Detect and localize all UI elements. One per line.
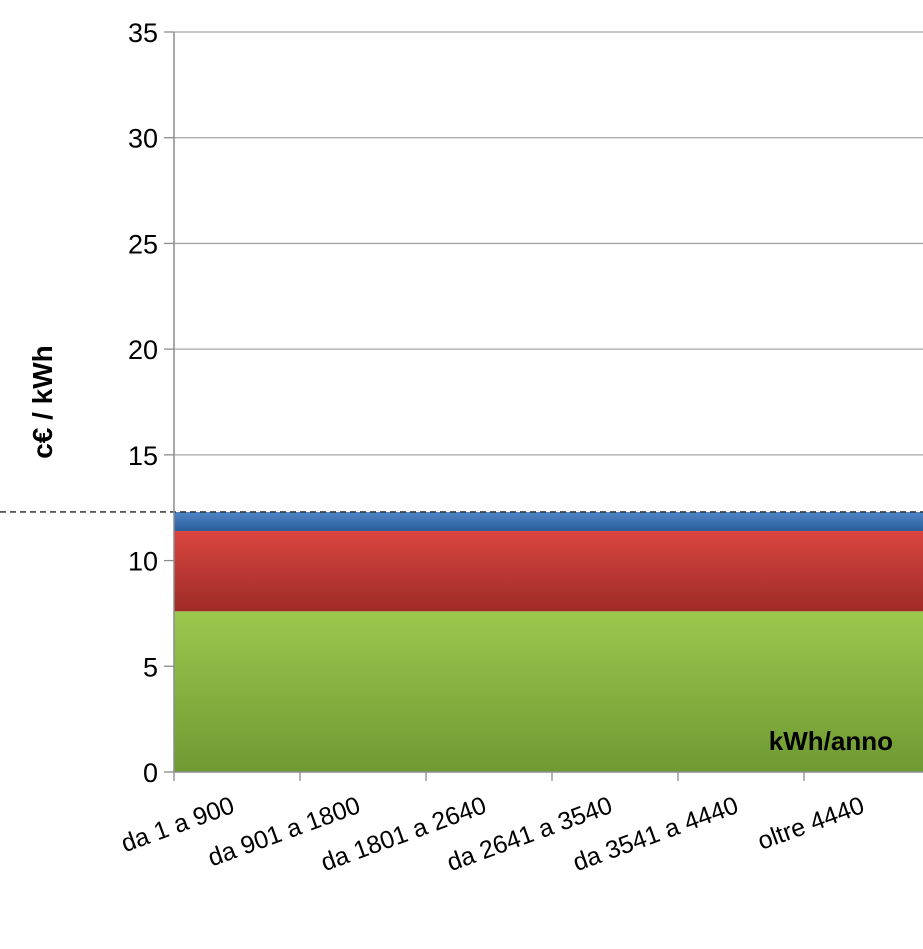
- area-series-3: [174, 511, 923, 531]
- unit-annotation: kWh/anno: [769, 726, 893, 756]
- area-series-1: [174, 611, 923, 772]
- y-axis-label: c€ / kWh: [27, 345, 58, 459]
- axes: [164, 31, 923, 781]
- y-tick-label: 30: [128, 124, 158, 154]
- y-tick-label: 20: [128, 335, 158, 365]
- area-series-2: [174, 530, 923, 612]
- y-tick-labels: 0 5 10 15 20 25 30 35: [128, 18, 158, 788]
- y-tick-label: 25: [128, 229, 158, 259]
- y-tick-label: 5: [143, 652, 158, 682]
- y-tick-label: 35: [128, 18, 158, 48]
- stacked-areas: [174, 511, 923, 772]
- y-tick-label: 10: [128, 547, 158, 577]
- x-tick-label: oltre 4440: [754, 791, 868, 855]
- y-tick-label: 0: [143, 758, 158, 788]
- y-tick-label: 15: [128, 441, 158, 471]
